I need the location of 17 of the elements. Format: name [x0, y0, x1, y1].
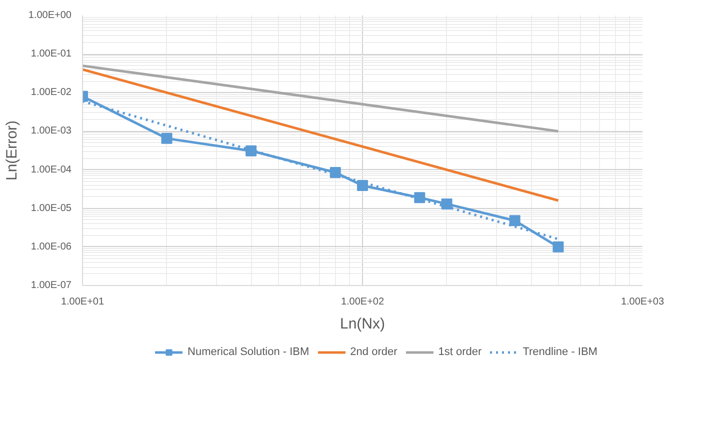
legend-label: 2nd order: [350, 345, 398, 359]
x-axis-title: Ln(Nx): [340, 316, 386, 332]
x-tick-label: 1.00E+01: [60, 296, 104, 308]
y-tick-label: 1.00E-04: [30, 164, 72, 176]
y-tick-label: 1.00E-02: [30, 87, 72, 98]
legend-label: 1st order: [438, 345, 482, 359]
y-tick-label: 1.00E-07: [30, 280, 72, 291]
legend-label: Trendline - IBM: [522, 345, 598, 359]
legend-label: Numerical Solution - IBM: [188, 345, 310, 359]
y-tick-label: 1.00E+00: [28, 10, 72, 21]
y-tick-label: 1.00E-01: [30, 48, 72, 60]
x-tick-label: 1.00E+03: [620, 296, 664, 308]
x-tick-label: 1.00E+02: [340, 296, 384, 308]
y-tick-label: 1.00E-03: [30, 126, 72, 137]
y-axis-title: Ln(Error): [3, 120, 20, 181]
y-tick-label: 1.00E-05: [30, 202, 72, 214]
y-tick-label: 1.00E-06: [30, 241, 72, 252]
